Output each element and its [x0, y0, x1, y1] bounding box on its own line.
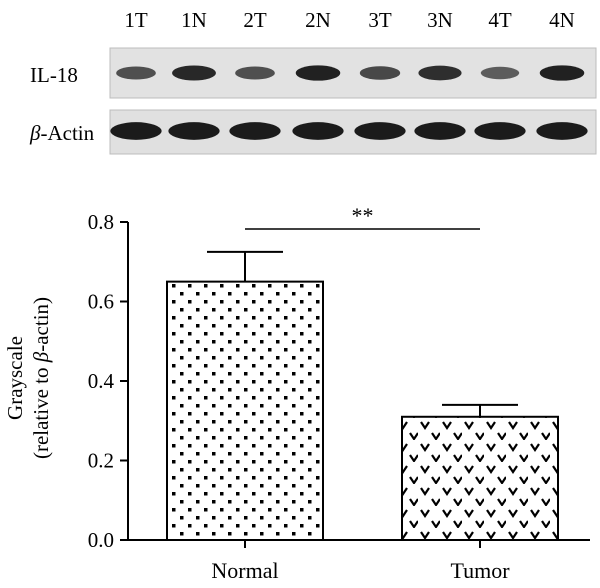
- actin-bands: [110, 122, 588, 140]
- blot-band: [539, 65, 585, 81]
- y-axis-label-line1: Grayscale: [3, 336, 27, 420]
- y-axis-label: Grayscale (relative to β-actin): [3, 297, 53, 459]
- y-axis-ticks: 0.0 0.2 0.4 0.6 0.8: [88, 210, 128, 552]
- y-tick-label: 0.6: [88, 290, 114, 314]
- y-tick-label: 0.8: [88, 210, 114, 234]
- bar-tumor: [401, 415, 559, 541]
- x-tick-label: Normal: [211, 558, 278, 583]
- blot-band: [168, 122, 220, 140]
- blot-band: [359, 66, 401, 80]
- x-tick-label: Tumor: [450, 558, 510, 583]
- blot-band: [172, 65, 216, 81]
- blot-band: [414, 122, 466, 140]
- bar-normal: [166, 280, 324, 541]
- lane-labels: 1T 1N 2T 2N 3T 3N 4T 4N: [124, 8, 575, 32]
- lane-label: 4N: [549, 8, 575, 32]
- blot-band: [418, 65, 462, 81]
- blot-band: [110, 122, 162, 140]
- bars: [166, 280, 559, 541]
- blot-band: [354, 122, 406, 140]
- lane-label: 3N: [427, 8, 453, 32]
- error-bars: [207, 250, 518, 417]
- lane-label: 3T: [368, 8, 392, 32]
- blot-band: [536, 122, 588, 140]
- blot-row-label-il18: IL-18: [30, 63, 78, 87]
- western-blot-panel: 1T 1N 2T 2N 3T 3N 4T 4N IL-18 β-Actin: [29, 8, 597, 155]
- blot-band: [292, 122, 344, 140]
- blot-band: [480, 66, 520, 80]
- blot-band: [116, 66, 156, 80]
- lane-label: 2N: [305, 8, 331, 32]
- y-tick-label: 0.0: [88, 528, 114, 552]
- lane-label: 1N: [181, 8, 207, 32]
- lane-label: 2T: [243, 8, 267, 32]
- significance-label: **: [352, 203, 374, 228]
- il18-bands: [116, 65, 585, 81]
- blot-row-label-actin: β-Actin: [29, 121, 95, 145]
- blot-band: [235, 66, 275, 80]
- lane-label: 4T: [488, 8, 512, 32]
- y-axis-label-line2: (relative to β-actin): [29, 297, 53, 459]
- y-tick-label: 0.2: [88, 449, 114, 473]
- x-tick-labels: Normal Tumor: [211, 540, 510, 583]
- y-tick-label: 0.4: [88, 369, 115, 393]
- blot-band: [295, 65, 341, 81]
- blot-band: [229, 122, 281, 140]
- bar-chart: 0.0 0.2 0.4 0.6 0.8 Normal Tumor ** Grayscale…: [3, 203, 590, 583]
- lane-label: 1T: [124, 8, 148, 32]
- blot-band: [474, 122, 526, 140]
